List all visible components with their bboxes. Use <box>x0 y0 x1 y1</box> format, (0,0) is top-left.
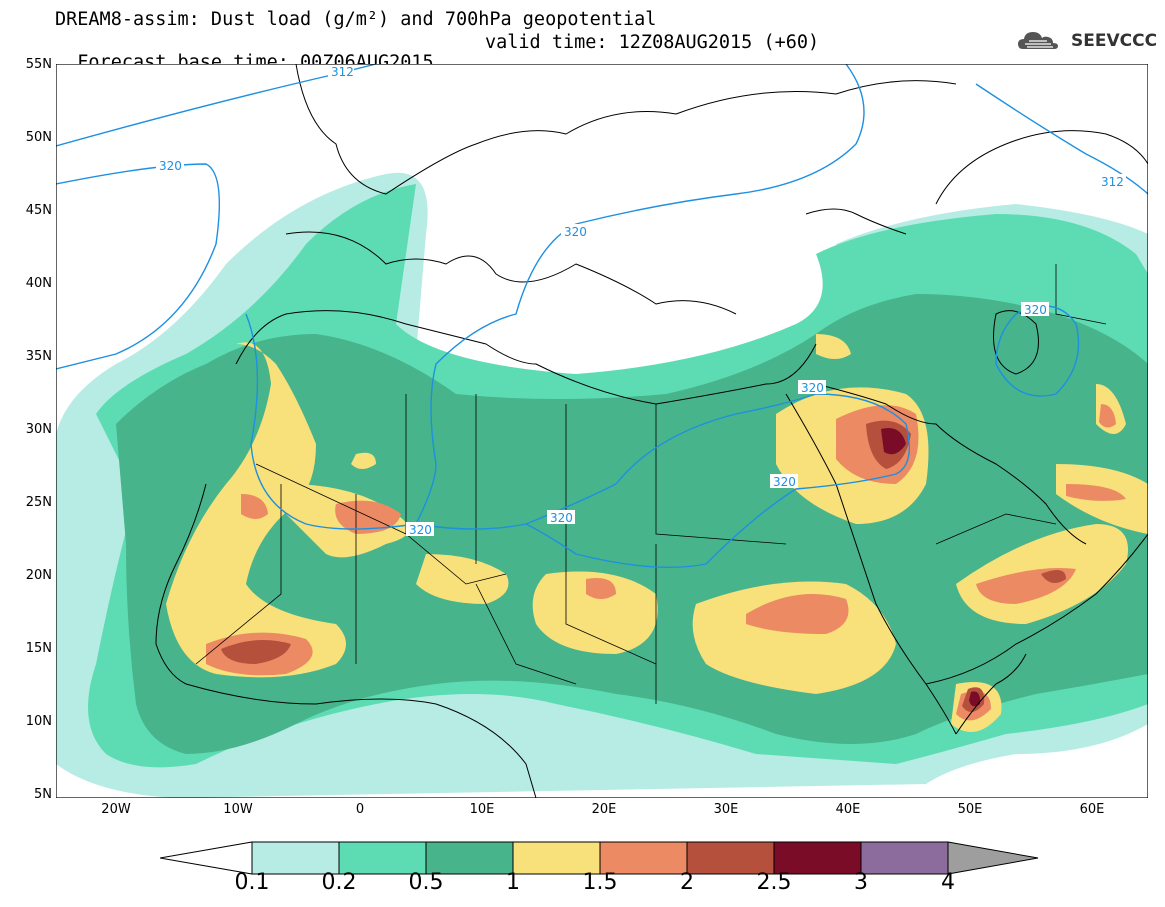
map-title: DREAM8-assim: Dust load (g/m²) and 700hP… <box>55 9 657 30</box>
colorbar-swatch <box>425 841 514 875</box>
colorbar-swatch <box>599 841 688 875</box>
valid-time: valid time: 12Z08AUG2015 (+60) <box>485 32 820 53</box>
contour-320-caspian <box>995 305 1080 397</box>
colorbar-label: 1.5 <box>582 870 618 895</box>
dust-map: 312 320 320 312 320 320 320 320 320 <box>56 64 1148 798</box>
lon-label: 40E <box>835 802 861 817</box>
lat-label: 5N <box>34 787 52 802</box>
colorbar-swatch <box>686 841 775 875</box>
lat-label: 50N <box>25 130 52 145</box>
seevccc-logo: SEEVCCC <box>1017 29 1157 53</box>
colorbar-label: 4 <box>941 870 955 895</box>
lon-label: 20W <box>101 802 131 817</box>
contour-label: 320 <box>409 523 432 537</box>
lon-label: 60E <box>1079 802 1105 817</box>
contour-labels: 312 320 320 312 320 320 320 320 320 <box>156 64 1126 537</box>
lat-label: 15N <box>25 641 52 656</box>
lat-label: 20N <box>25 568 52 583</box>
contour-label: 320 <box>1024 303 1047 317</box>
colorbar-label: 1 <box>506 870 520 895</box>
geopotential-contours <box>56 64 1148 569</box>
contour-320-south <box>415 393 910 569</box>
lat-label: 30N <box>25 422 52 437</box>
dust-field <box>56 172 1148 798</box>
lon-label: 0 <box>355 802 365 817</box>
contour-label: 320 <box>550 511 573 525</box>
colorbar <box>160 841 1039 875</box>
colorbar-swatch <box>773 841 862 875</box>
contour-312-west <box>56 64 377 147</box>
contour-320-main <box>245 64 865 530</box>
lon-label: 20E <box>591 802 617 817</box>
lat-label: 10N <box>25 714 52 729</box>
colorbar-swatch <box>251 841 340 875</box>
colorbar-label: 0.1 <box>234 870 270 895</box>
lon-label: 10W <box>223 802 253 817</box>
contour-label: 320 <box>159 159 182 173</box>
lat-label: 55N <box>25 57 52 72</box>
contour-label: 312 <box>1101 175 1124 189</box>
contour-label: 312 <box>331 65 354 79</box>
colorbar-label: 0.2 <box>321 870 357 895</box>
colorbar-label: 2.5 <box>756 870 792 895</box>
colorbar-label: 2 <box>680 870 694 895</box>
lon-label: 10E <box>469 802 495 817</box>
cloud-logo-icon <box>1018 32 1058 49</box>
colorbar-right-triangle <box>947 841 1039 875</box>
contour-label: 320 <box>564 225 587 239</box>
coastlines <box>155 64 1148 798</box>
lat-label: 40N <box>25 276 52 291</box>
colorbar-label: 3 <box>854 870 868 895</box>
contour-312-east <box>975 83 1148 195</box>
colorbar-label: 0.5 <box>408 870 444 895</box>
logo-text: SEEVCCC <box>1071 31 1158 51</box>
dust-band-2-5 <box>881 428 981 707</box>
lat-label: 45N <box>25 203 52 218</box>
lat-label: 25N <box>25 495 52 510</box>
lat-label: 35N <box>25 349 52 364</box>
lon-label: 30E <box>713 802 739 817</box>
contour-label: 320 <box>801 381 824 395</box>
contour-label: 320 <box>773 475 796 489</box>
lon-label: 50E <box>957 802 983 817</box>
